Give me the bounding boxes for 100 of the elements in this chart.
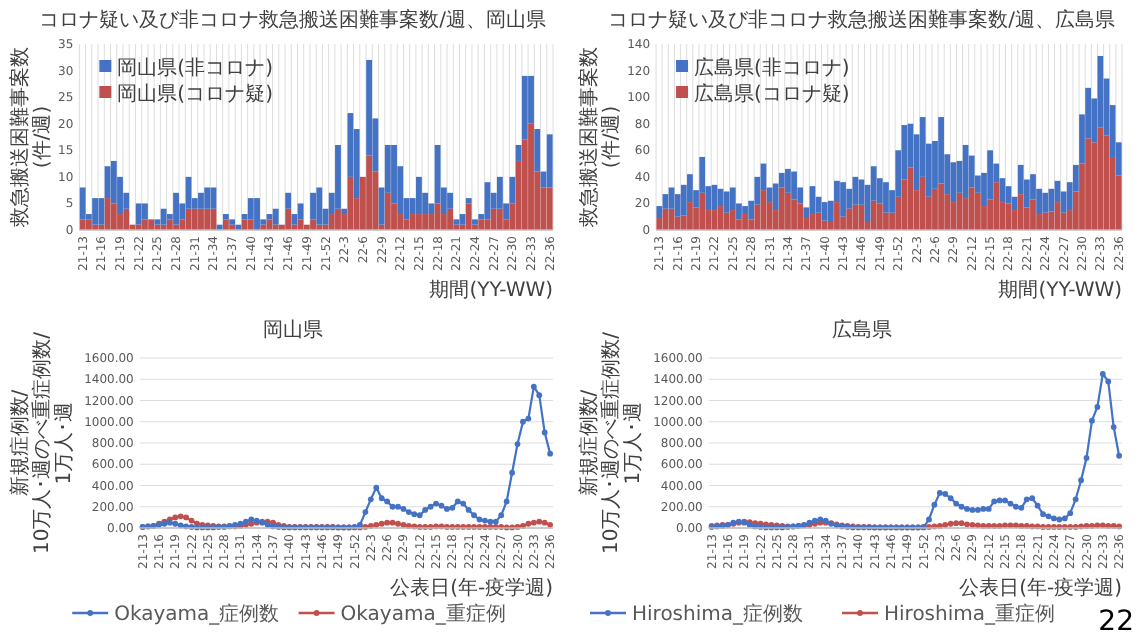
bar	[870, 200, 877, 230]
bar	[785, 192, 791, 230]
bar	[742, 206, 748, 215]
bar	[204, 208, 211, 230]
bar	[876, 203, 883, 230]
y-axis-title: 救急搬送困難事案数(件/週)	[577, 47, 623, 229]
bar	[166, 219, 173, 230]
bar	[148, 219, 155, 230]
y-axis-title: 新規症例数/10万人･週のべ重症例数/1万人･週	[8, 330, 76, 555]
bar	[993, 182, 1000, 230]
x-axis-title: 公表日(年-疫学週)	[959, 576, 1123, 600]
bar	[723, 191, 730, 213]
bar	[1048, 188, 1055, 212]
bar	[310, 219, 316, 230]
bar	[341, 208, 348, 215]
bar	[110, 203, 117, 230]
bar	[198, 192, 204, 209]
bar	[496, 208, 503, 230]
bar	[366, 155, 373, 230]
bar	[247, 219, 254, 230]
y-axis-title: 新規症例数/10万人･週のべ重症例数/1万人･週	[577, 330, 645, 555]
legend-label: Hiroshima_症例数	[632, 602, 804, 626]
bar	[447, 192, 453, 209]
bar	[142, 203, 148, 220]
bar	[310, 192, 316, 220]
legend-label: 岡山県(コロナ疑)	[117, 82, 274, 106]
chart-title: 岡山県	[262, 318, 323, 342]
bar	[742, 214, 748, 230]
legend-label: Okayama_症例数	[114, 602, 280, 626]
chart-title: 広島県	[831, 318, 892, 342]
bar	[674, 216, 681, 230]
bar	[285, 192, 292, 209]
bar	[409, 214, 416, 230]
bar	[852, 204, 859, 230]
bar	[846, 208, 853, 230]
bar	[254, 198, 260, 230]
bar	[778, 187, 785, 230]
bar	[521, 75, 528, 140]
bar	[297, 219, 304, 230]
bar	[791, 171, 797, 200]
bar	[546, 187, 553, 230]
bar	[546, 134, 553, 188]
bar	[821, 202, 828, 221]
bar	[852, 176, 859, 205]
bar	[1042, 212, 1049, 230]
bar	[384, 192, 391, 230]
bar	[729, 187, 736, 211]
bar	[968, 187, 975, 230]
bar	[797, 203, 804, 230]
bar	[198, 208, 204, 230]
bar	[173, 192, 179, 225]
bar	[465, 198, 472, 204]
bar	[1030, 199, 1036, 230]
x-axis-title: 期間(YY-WW)	[429, 278, 554, 302]
bar	[687, 202, 693, 230]
legend-label: 広島県(非コロナ)	[694, 56, 850, 80]
bar	[834, 202, 840, 230]
bar	[987, 150, 993, 200]
bar	[840, 182, 846, 217]
bar	[974, 192, 981, 230]
bar	[335, 144, 341, 209]
bar	[791, 199, 797, 230]
bar	[938, 183, 944, 230]
bar	[668, 187, 675, 209]
bar	[1042, 192, 1049, 213]
bar	[191, 208, 198, 230]
bar	[79, 187, 86, 220]
x-axis-title: 期間(YY-WW)	[998, 278, 1123, 302]
bar	[79, 219, 86, 230]
bar	[98, 198, 105, 225]
bar	[465, 203, 472, 230]
bar	[490, 208, 497, 230]
bar	[92, 198, 99, 225]
bar	[1085, 138, 1091, 230]
bar	[534, 129, 541, 172]
bar	[123, 208, 130, 230]
bar	[950, 162, 957, 203]
bar	[434, 203, 441, 230]
bar	[222, 214, 229, 220]
legend-label: Hiroshima_重症例	[884, 602, 1056, 626]
legend-label: Okayama_重症例	[340, 602, 506, 626]
bar	[204, 187, 211, 209]
bar	[919, 176, 926, 230]
legend-label: 広島県(コロナ疑)	[694, 82, 850, 106]
bar	[272, 208, 279, 225]
bar	[1017, 194, 1024, 230]
bar	[328, 214, 335, 230]
bar	[723, 212, 730, 230]
bar	[85, 219, 92, 230]
bar	[316, 187, 323, 225]
bar	[335, 208, 341, 230]
bar	[297, 203, 304, 220]
bar	[785, 168, 791, 193]
bar	[478, 219, 485, 230]
bar	[229, 219, 236, 225]
chart-title: コロナ疑い及び非コロナ救急搬送困難事案数/週、広島県	[608, 8, 1115, 32]
text: 22	[1098, 606, 1134, 638]
bar	[222, 219, 229, 230]
bar	[729, 210, 736, 230]
bar	[447, 208, 453, 230]
